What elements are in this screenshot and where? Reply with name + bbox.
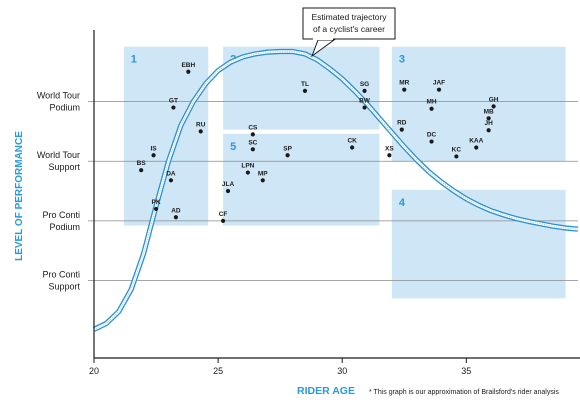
rider-label: EBH <box>181 62 195 69</box>
rider-point-sp <box>285 153 290 158</box>
rider-point-lpn <box>245 170 250 175</box>
rider-label: GT <box>169 98 178 105</box>
y-level-label-line1: World Tour <box>37 150 80 160</box>
rider-point-mb <box>486 116 491 121</box>
rider-point-dc <box>429 139 434 144</box>
rider-label: DC <box>427 132 437 139</box>
rider-point-da <box>168 178 174 183</box>
rider-point-cs <box>250 132 255 137</box>
callout-line1: Estimated trajectory <box>311 12 387 22</box>
rider-label: KAA <box>469 138 483 145</box>
rider-label: JAF <box>433 80 445 87</box>
rider-point-mp <box>260 178 265 183</box>
rider-point-sc <box>250 147 255 152</box>
rider-label: AD <box>171 207 181 214</box>
rider-label: CK <box>347 138 357 145</box>
rider-point-kc <box>454 154 459 159</box>
zone-4-label: 4 <box>399 197 406 209</box>
zone-3-rect <box>391 46 566 162</box>
rider-label: SP <box>283 145 292 152</box>
rider-point-gt <box>171 105 176 110</box>
y-axis-title: LEVEL OF PERFORMANCE <box>14 131 25 261</box>
rider-point-sg <box>362 88 367 93</box>
rider-label: MP <box>258 170 268 177</box>
rider-point-ebh <box>186 69 191 74</box>
rider-point-mr <box>402 87 407 92</box>
y-level-label-line1: World Tour <box>37 91 80 101</box>
rider-point-tl <box>302 88 308 93</box>
rider-point-gh <box>491 104 496 109</box>
zone-1-label: 1 <box>131 54 137 66</box>
rider-label: DA <box>166 170 176 177</box>
rider-label: IS <box>150 145 157 152</box>
rider-label: BW <box>359 98 371 105</box>
rider-point-cf <box>220 218 226 223</box>
rider-point-rd <box>399 127 404 132</box>
rider-point-xs <box>387 153 392 158</box>
rider-label: JLA <box>222 181 235 188</box>
rider-point-ru <box>198 129 203 134</box>
rider-label: JH <box>484 120 493 127</box>
rider-point-ad <box>173 215 179 220</box>
rider-label: RD <box>397 120 407 127</box>
rider-point-kaa <box>474 145 479 150</box>
trajectory-curve-dots <box>93 51 579 330</box>
trajectory-curve <box>92 48 579 332</box>
rider-label: MR <box>399 80 409 87</box>
rider-label: RU <box>196 121 206 128</box>
x-tick-label: 30 <box>337 366 347 376</box>
y-level-label-line1: Pro Conti <box>42 269 80 279</box>
rider-label: MB <box>484 108 494 115</box>
rider-label: CS <box>248 124 258 131</box>
rider-point-pk <box>153 206 159 212</box>
rider-point-is <box>151 153 156 158</box>
callout-gap-mask <box>313 37 333 40</box>
y-level-label-line2: Support <box>48 281 80 291</box>
axes-layer <box>93 30 580 359</box>
callout-line2: of a cyclist's career <box>313 24 385 34</box>
rider-point-jh <box>486 128 491 133</box>
rider-label: LPN <box>241 163 254 170</box>
y-level-label-line2: Podium <box>49 222 80 232</box>
x-tick-label: 35 <box>461 366 471 376</box>
rider-label: TL <box>301 81 309 88</box>
footnote: * This graph is our approximation of Bra… <box>369 389 559 396</box>
rider-label: BS <box>137 160 147 167</box>
rider-label: CF <box>219 211 228 218</box>
rider-point-jaf <box>436 87 442 92</box>
zone-5-label: 5 <box>230 141 236 153</box>
zone-3-label: 3 <box>399 54 405 66</box>
y-level-layer: World Tour Podium World Tour Support Pro Con… <box>37 91 81 292</box>
x-tick-label: 25 <box>213 366 223 376</box>
rider-point-bs <box>139 168 144 173</box>
zone-2-rect <box>223 46 380 130</box>
rider-point-mh <box>429 106 434 111</box>
zone-1-rect <box>123 46 209 226</box>
trajectory-callout: Estimated trajectory of a cyclist's care… <box>302 7 396 58</box>
callout-box <box>302 7 396 40</box>
rider-label: MH <box>427 99 437 106</box>
rider-label: GH <box>489 96 499 103</box>
rider-label: SG <box>360 81 369 88</box>
x-tick-label: 20 <box>89 366 99 376</box>
rider-point-ck <box>350 145 355 150</box>
x-axis-title: RIDER AGE <box>297 385 355 397</box>
zone-5-rect <box>223 133 380 226</box>
rider-point-bw <box>362 105 367 110</box>
y-level-label-line1: Pro Conti <box>42 210 80 220</box>
y-level-label-line2: Support <box>48 162 80 172</box>
rider-label: XS <box>385 145 394 152</box>
rider-label: PK <box>152 199 161 206</box>
rider-point-jla <box>225 188 231 194</box>
rider-label: KC <box>452 146 462 153</box>
x-tick-layer: 20 25 30 35 <box>89 358 471 376</box>
y-level-label-line2: Podium <box>49 103 80 113</box>
points-layer: EBH GT RU IS BS DA PK AD TL SG BW CS SC SP CK LPN MP JLA C… <box>137 62 499 223</box>
rider-label: SC <box>248 139 257 146</box>
